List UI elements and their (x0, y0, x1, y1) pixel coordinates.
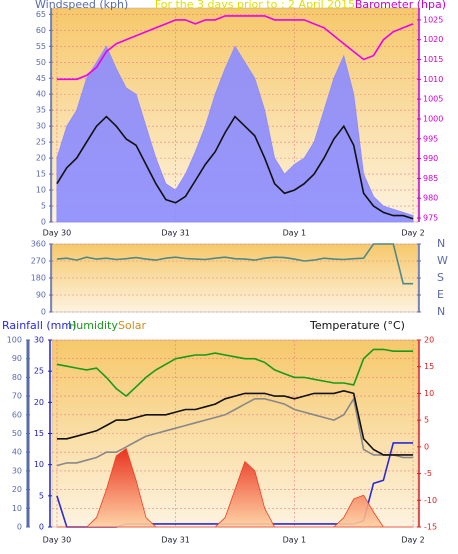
tick-label: 995 (423, 134, 438, 143)
tick-label: 25 (36, 138, 46, 147)
chart-title: For the 3 days prior to : 2 April 2015 (155, 0, 355, 11)
tick-label: 15 (424, 362, 434, 371)
tick-label: 35 (36, 106, 46, 115)
tick-label: 25 (34, 367, 44, 376)
tick-label: 100 (7, 336, 22, 345)
tick-label: 50 (12, 429, 22, 438)
tick-label: 985 (423, 174, 438, 183)
y-axis-label: Windspeed (kph) (35, 0, 128, 11)
tick-label: 20 (424, 336, 434, 345)
tick-label: 20 (12, 485, 22, 494)
tick-label: 0 (424, 442, 429, 451)
tick-label: 1010 (423, 75, 443, 84)
x-tick-label: Day 1 (283, 536, 306, 545)
tick-label: 0 (39, 523, 44, 532)
tick-label: 10 (34, 460, 44, 469)
tick-label: 990 (423, 154, 438, 163)
tick-label: 30 (34, 336, 44, 345)
tick-label: 10 (36, 186, 46, 195)
tick-label: 180 (31, 274, 46, 283)
tick-label: 20 (34, 398, 44, 407)
legend-label: Temperature (°C) (309, 319, 405, 332)
tick-label: 20 (36, 154, 46, 163)
tick-label: 0 (41, 308, 46, 317)
tick-label: S (437, 271, 444, 284)
tick-label: 45 (36, 74, 46, 83)
tick-label: N (437, 237, 445, 250)
tick-label: 270 (31, 257, 46, 266)
tick-label: 360 (31, 240, 46, 249)
tick-label: 65 (36, 10, 46, 19)
tick-label: -5 (424, 469, 432, 478)
tick-label: 80 (12, 373, 22, 382)
area (56, 447, 414, 528)
tick-label: 90 (36, 291, 46, 300)
line (56, 243, 414, 285)
tick-label: 50 (36, 58, 46, 67)
tick-label: 60 (36, 26, 46, 35)
tick-label: 0 (17, 523, 22, 532)
x-tick-label: Day 31 (161, 229, 190, 238)
tick-label: 60 (12, 410, 22, 419)
tick-label: 30 (36, 122, 46, 131)
legend-label: Solar (118, 319, 147, 332)
tick-label: 55 (36, 42, 46, 51)
tick-label: 40 (12, 448, 22, 457)
tick-label: E (437, 288, 444, 301)
plot-background (51, 243, 419, 313)
tick-label: 5 (39, 491, 44, 500)
tick-label: N (437, 305, 445, 318)
tick-label: -10 (424, 496, 437, 505)
line (56, 15, 414, 81)
tick-label: W (437, 254, 448, 267)
line (56, 396, 414, 467)
legend-label: Humidity (68, 319, 118, 332)
area (56, 45, 414, 223)
y2-axis-label: Barometer (hpa) (355, 0, 446, 11)
x-tick-label: Day 30 (43, 229, 72, 238)
tick-label: 40 (36, 90, 46, 99)
tick-label: 1015 (423, 55, 443, 64)
tick-label: 10 (12, 504, 22, 513)
tick-label: -15 (424, 523, 437, 532)
tick-label: 30 (12, 466, 22, 475)
line (56, 348, 414, 398)
x-tick-label: Day 31 (161, 536, 190, 545)
tick-label: 90 (12, 354, 22, 363)
legend-label: Rainfall (mm) (2, 319, 76, 332)
tick-label: 5 (41, 202, 46, 211)
tick-label: 975 (423, 214, 438, 223)
tick-label: 0 (41, 218, 46, 227)
x-tick-label: Day 1 (283, 229, 306, 238)
x-tick-label: Day 2 (401, 229, 424, 238)
tick-label: 1000 (423, 114, 443, 123)
tick-label: 980 (423, 194, 438, 203)
x-tick-label: Day 30 (43, 536, 72, 545)
x-tick-label: Day 2 (401, 536, 424, 545)
tick-label: 5 (424, 416, 429, 425)
tick-label: 1005 (423, 95, 443, 104)
tick-label: 15 (34, 429, 44, 438)
tick-label: 1020 (423, 35, 443, 44)
tick-label: 10 (424, 389, 434, 398)
line (56, 115, 414, 220)
tick-label: 15 (36, 170, 46, 179)
tick-label: 1025 (423, 15, 443, 24)
line (56, 389, 414, 456)
tick-label: 70 (12, 392, 22, 401)
